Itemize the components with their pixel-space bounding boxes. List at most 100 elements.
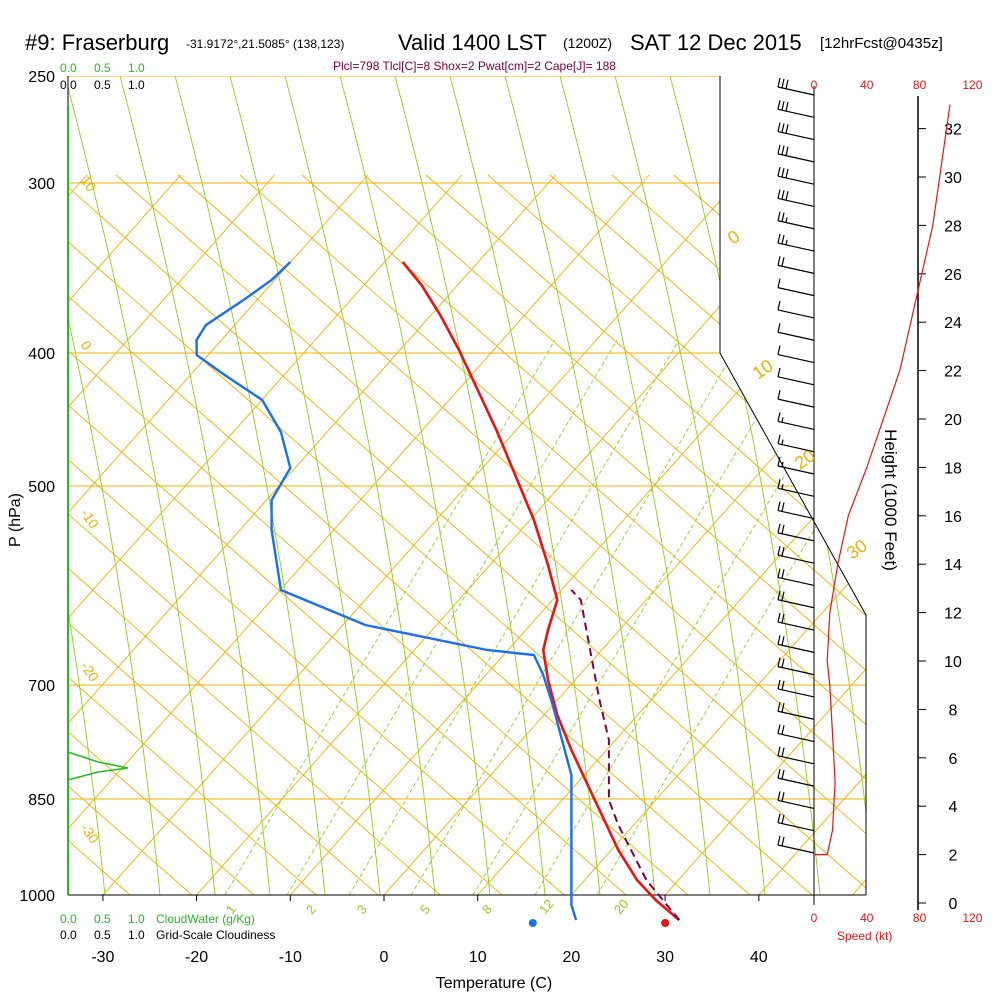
mixing-ratio-label: 3 [354,902,370,917]
dry-adiabat-line [115,174,866,895]
wind-barb-flag [781,792,785,802]
wind-barb-flag [777,523,781,534]
moist-adiabat-line [229,76,381,895]
wind-barb [777,108,815,118]
wind-barb-flag [777,746,781,756]
wind-barb [777,86,815,96]
wind-barb [777,799,815,809]
pressure-tick-label: 700 [28,678,55,695]
wind-barb [777,353,815,364]
cloudwater-profile-line [67,751,129,781]
wind-barb [777,621,815,631]
mixing-ratio-line [224,339,556,895]
dry-adiabat-line [68,174,193,895]
wind-barb-flag [777,100,781,110]
isotherm-line [68,174,463,895]
dry-adiabat-line [549,174,866,895]
wind-barb-flag [781,546,785,557]
wind-barb-flag [781,145,785,155]
wind-barb-flag [777,167,781,177]
cloudiness-scale-top-2: 1.0 [128,78,145,92]
wind-barb-flag [785,146,789,156]
dry-adiabat-label: -20 [78,659,103,685]
wind-barb [777,242,815,252]
dry-adiabat-label: 10 [78,173,100,195]
dry-adiabat-line [0,175,6,895]
wind-barb-flag [777,768,781,779]
height-tick-label: 28 [944,218,962,235]
wind-barb-flag [777,256,781,266]
wind-barb [777,443,815,453]
right-frame-line [719,76,867,895]
isotherm-line [664,174,866,895]
wind-barb-flag [777,233,781,244]
wind-barb-flag [777,367,781,377]
height-tick-label: 24 [944,315,962,332]
dry-adiabat-line [68,174,866,895]
mixing-ratio-line [286,339,618,895]
wind-barbs [777,77,815,854]
moist-adiabat-line [449,76,601,895]
height-tick-label: 0 [949,896,958,913]
indices-line: Plcl=798 Tlcl[C]=8 Shox=2 Pwat[cm]=2 Cap… [333,59,616,73]
moist-adiabat-line [779,76,866,895]
wind-barb-flag [777,456,781,467]
wind-barb-flag [777,612,781,623]
temperature-tick-label: 20 [563,949,581,966]
wind-barb-flag [777,679,781,690]
wind-barb-flag [777,702,781,712]
moist-adiabat-line [119,76,271,895]
moist-adiabat-label: 0 [724,226,744,248]
pressure-tick-label: 400 [28,346,55,363]
wind-barb-flag [781,212,785,222]
temperature-tick-label: 10 [469,949,487,966]
cloudwater-scale-top-2: 1.0 [128,61,145,75]
wind-barb-flag [781,569,785,579]
wind-barb-flag [777,635,781,645]
dry-adiabat-line [301,174,866,895]
cloudiness-scale-top-1: 0.5 [94,78,111,92]
dry-adiabat-label: 0 [78,338,96,354]
wind-barb [777,376,815,386]
height-tick-label: 26 [944,267,962,284]
wind-barb-flag [777,412,781,422]
height-tick-label: 6 [949,751,958,768]
temperature-tick-label: 40 [750,949,768,966]
wind-barb-flag [777,122,781,132]
dry-adiabat-line [363,174,866,895]
wind-barb [777,331,815,341]
dry-adiabat-line [68,174,379,895]
wind-barb [777,822,815,832]
title-forecast: [12hrFcst@0435z] [820,35,943,52]
dry-adiabat-line [487,174,866,895]
wind-barb-half [785,217,788,223]
speed-tick-label-top: 0 [811,78,818,92]
y-axis-title: P (hPa) [7,493,24,547]
dry-adiabat-line [68,174,627,895]
wind-barb-flag [781,613,785,624]
pressure-tick-label: 300 [28,176,55,193]
isotherm-line [852,174,866,895]
wind-barb [777,465,815,475]
title-date: SAT 12 Dec 2015 [630,30,802,55]
title-valid: Valid 1400 LST [398,30,547,55]
wind-barb-flag [777,389,781,400]
wind-barb-flag [777,813,781,823]
isotherm-line [383,174,866,895]
moist-adiabat-line [68,76,161,895]
wind-barb-flag [777,300,781,311]
wind-barb-flag [777,568,781,578]
dry-adiabat-line [68,174,565,895]
height-tick-label: 18 [944,460,962,477]
speed-height-profile-line [814,104,951,856]
pressure-tick-label: 500 [28,479,55,496]
wind-barb-flag [781,591,785,601]
wind-barb [777,287,815,297]
wind-barb [777,532,815,542]
dry-adiabat-line [68,174,503,895]
cloudiness-scale-bottom-1: 0.5 [94,928,111,942]
wind-barb-half [781,439,784,445]
height-tick-label: 22 [944,364,962,381]
wind-barb-flag [777,144,781,155]
